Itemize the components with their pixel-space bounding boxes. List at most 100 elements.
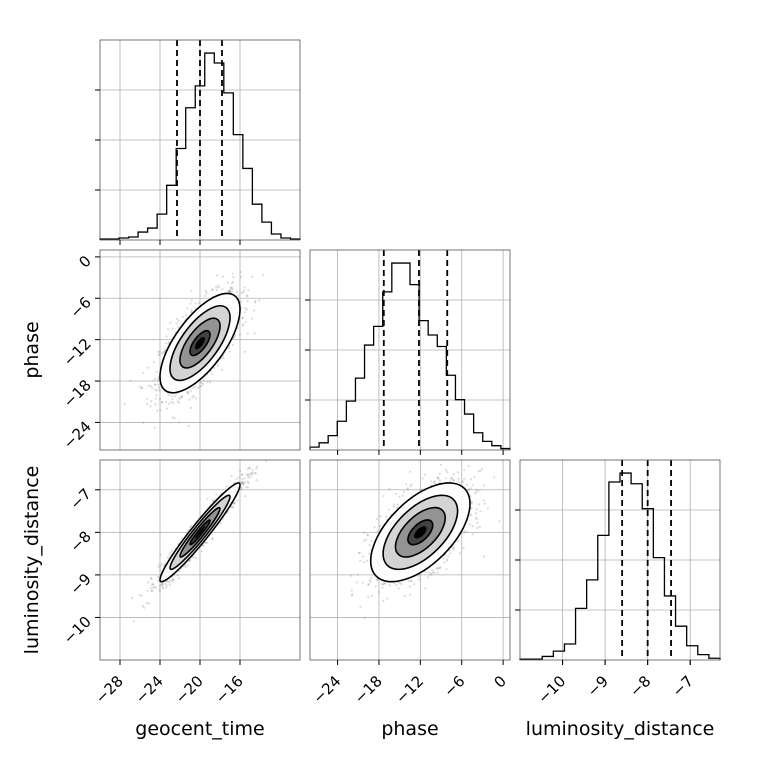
- sample-point: [410, 483, 413, 486]
- sample-point: [241, 488, 244, 491]
- sample-point: [439, 463, 442, 466]
- sample-point: [452, 545, 455, 548]
- sample-point: [463, 531, 466, 534]
- sample-point: [154, 403, 157, 406]
- sample-point: [383, 581, 386, 585]
- sample-point: [243, 289, 246, 292]
- sample-point: [172, 401, 175, 404]
- sample-point: [447, 555, 450, 558]
- sample-point: [233, 502, 236, 505]
- sample-point: [164, 583, 167, 586]
- sample-point: [151, 584, 154, 587]
- sample-point: [168, 553, 171, 556]
- sample-point: [451, 547, 454, 550]
- scatter-panel-geocent_time-phase: [99, 249, 301, 451]
- sample-point: [446, 559, 449, 563]
- sample-point: [253, 309, 256, 312]
- sample-point: [146, 397, 149, 400]
- sample-point: [378, 524, 382, 528]
- sample-point: [429, 573, 432, 576]
- sample-point: [392, 503, 395, 506]
- sample-point: [436, 567, 439, 571]
- hist-panel-phase: [305, 249, 511, 455]
- sample-point: [361, 555, 364, 558]
- sample-point: [474, 492, 477, 495]
- sample-point: [493, 476, 496, 479]
- panel-content: [100, 250, 300, 450]
- sample-point: [217, 364, 220, 367]
- sample-point: [254, 300, 257, 303]
- sample-point: [194, 302, 197, 305]
- sample-point: [423, 473, 426, 476]
- sample-point: [157, 376, 160, 379]
- sample-point: [438, 481, 441, 484]
- sample-point: [247, 481, 250, 485]
- sample-point: [477, 503, 481, 506]
- sample-point: [433, 571, 436, 574]
- sample-point: [355, 581, 358, 584]
- sample-point: [373, 526, 376, 529]
- sample-point: [157, 383, 160, 386]
- x-axis-label-phase: phase: [381, 718, 438, 740]
- sample-point: [177, 577, 180, 580]
- sample-point: [156, 378, 159, 382]
- sample-point: [146, 366, 149, 369]
- sample-point: [398, 495, 401, 498]
- sample-point: [129, 379, 132, 382]
- sample-point: [468, 489, 471, 492]
- sample-point: [362, 561, 366, 564]
- y-tick-label-phase: −12: [60, 335, 95, 370]
- sample-point: [241, 473, 244, 476]
- sample-point: [150, 589, 153, 592]
- sample-point: [171, 416, 174, 419]
- sample-point: [363, 617, 366, 620]
- sample-point: [453, 548, 456, 551]
- sample-point: [167, 328, 170, 331]
- sample-point: [239, 300, 242, 303]
- sample-point: [246, 467, 249, 470]
- sample-point: [211, 537, 214, 540]
- sample-point: [262, 274, 265, 277]
- sample-point: [160, 562, 164, 566]
- sample-point: [198, 385, 201, 388]
- sample-point: [424, 587, 427, 590]
- sample-point: [467, 465, 470, 468]
- sample-point: [153, 361, 156, 364]
- sample-point: [470, 506, 473, 510]
- sample-point: [246, 480, 249, 483]
- sample-point: [151, 386, 154, 389]
- sample-point: [150, 399, 153, 402]
- sample-point: [151, 589, 154, 593]
- y-tick-label-phase: 0: [75, 252, 94, 271]
- sample-point: [405, 483, 408, 486]
- sample-point: [240, 482, 243, 485]
- sample-point: [386, 597, 389, 600]
- sample-point: [228, 290, 231, 293]
- sample-point: [247, 473, 250, 476]
- sample-point: [244, 495, 247, 498]
- sample-point: [240, 486, 243, 489]
- sample-point: [147, 602, 151, 605]
- sample-point: [178, 401, 181, 404]
- sample-point: [256, 465, 259, 468]
- sample-point: [424, 570, 427, 574]
- sample-point: [248, 466, 251, 470]
- sample-point: [161, 583, 164, 586]
- sample-point: [238, 476, 241, 479]
- sample-point: [210, 288, 213, 291]
- sample-point: [242, 482, 245, 485]
- sample-point: [241, 317, 244, 320]
- sample-point: [349, 574, 353, 577]
- y-tick-label-luminosity_distance: −8: [66, 527, 94, 555]
- sample-point: [131, 596, 134, 600]
- sample-point: [155, 394, 158, 397]
- sample-point: [473, 476, 476, 479]
- sample-point: [400, 583, 403, 586]
- sample-point: [482, 555, 485, 558]
- sample-point: [156, 576, 160, 579]
- sample-point: [436, 476, 439, 479]
- sample-point: [169, 578, 172, 582]
- sample-point: [197, 301, 200, 304]
- sample-point: [363, 539, 366, 542]
- sample-point: [168, 583, 171, 586]
